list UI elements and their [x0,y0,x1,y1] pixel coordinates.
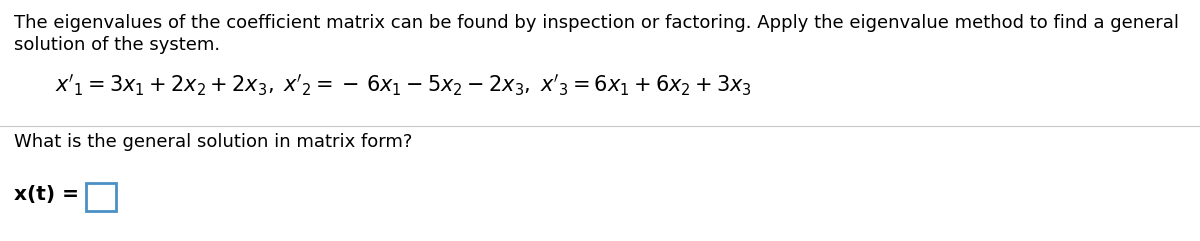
Text: What is the general solution in matrix form?: What is the general solution in matrix f… [14,133,413,151]
Bar [86,183,116,211]
Text: x(t) =: x(t) = [14,185,79,204]
Text: The eigenvalues of the coefficient matrix can be found by inspection or factorin: The eigenvalues of the coefficient matri… [14,14,1178,32]
Text: $x'_1 = 3x_1 + 2x_2 + 2x_3, \; x'_2 = -\,6x_1 - 5x_2 - 2x_3, \; x'_3 = 6x_1 + 6x: $x'_1 = 3x_1 + 2x_2 + 2x_3, \; x'_2 = -\… [55,72,752,98]
Text: solution of the system.: solution of the system. [14,36,220,54]
